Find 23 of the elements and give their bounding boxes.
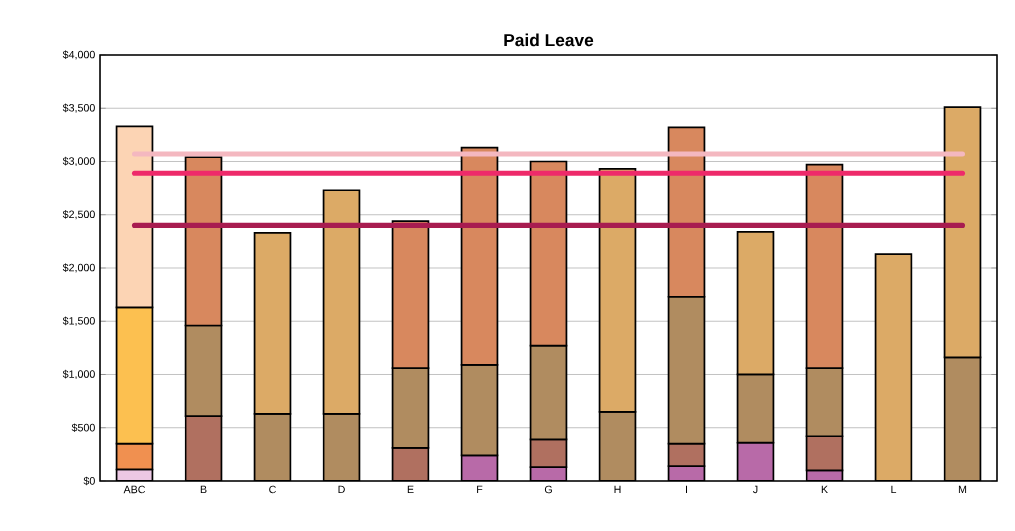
y-tick-label: $2,500 — [62, 210, 95, 220]
y-tick-label: $500 — [71, 423, 95, 433]
chart-title: Paid Leave — [504, 33, 594, 47]
x-tick-label: J — [753, 485, 758, 494]
x-tick-label: I — [686, 485, 688, 494]
x-tick-label: F — [477, 485, 483, 494]
x-tick-label: G — [544, 485, 552, 494]
y-tick-label: $3,000 — [62, 156, 95, 167]
x-tick-label: K — [821, 485, 828, 494]
x-tick-label: L — [891, 485, 897, 494]
x-tick-label: D — [338, 485, 345, 494]
x-tick-label: C — [269, 485, 276, 494]
x-tick-label: E — [407, 485, 414, 494]
y-tick-label: $0 — [83, 476, 95, 486]
y-tick-label: $1,500 — [62, 316, 95, 326]
x-tick-label: H — [614, 485, 621, 494]
y-tick-label: $3,500 — [62, 103, 95, 113]
x-tick-label: B — [200, 485, 207, 494]
y-tick-label: $4,000 — [62, 50, 95, 60]
y-tick-label: $1,000 — [62, 369, 95, 380]
x-tick-label: ABC — [123, 485, 146, 494]
x-tick-label: M — [958, 485, 967, 494]
y-tick-label: $2,000 — [62, 263, 95, 273]
